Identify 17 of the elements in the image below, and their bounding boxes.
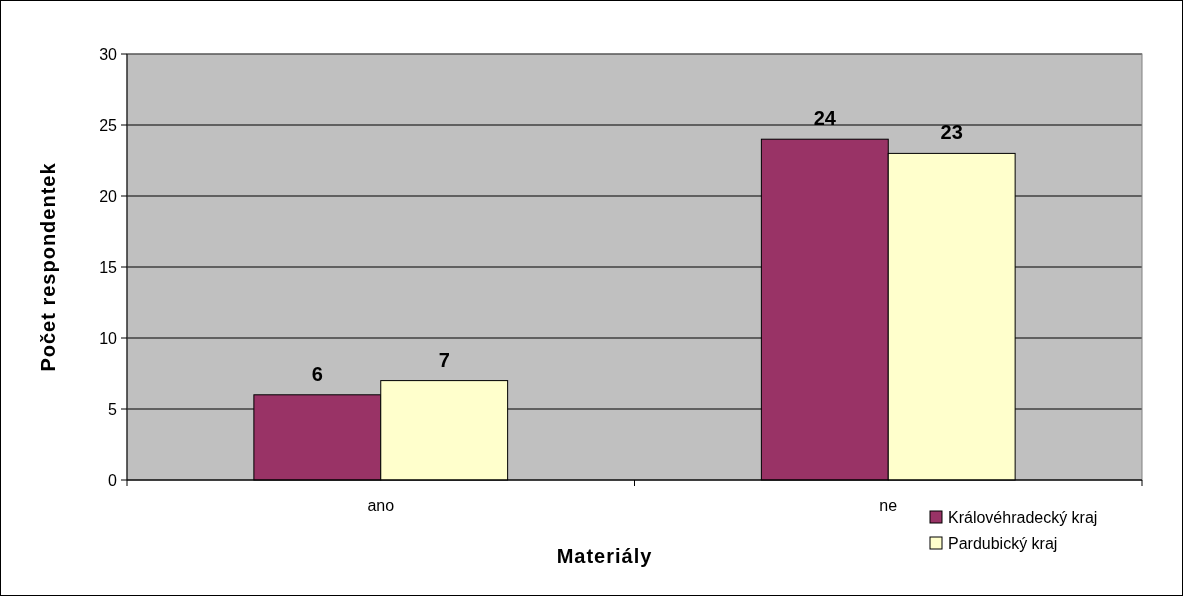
y-axis-title: Počet respondentek xyxy=(37,162,59,372)
y-tick-label: 30 xyxy=(99,45,118,63)
x-tick-label: ano xyxy=(367,497,395,514)
data-label: 7 xyxy=(438,348,450,371)
legend-label: Královéhradecký kraj xyxy=(948,508,1098,526)
y-tick-label: 25 xyxy=(99,116,118,134)
data-label: 23 xyxy=(940,121,963,144)
data-label: 24 xyxy=(813,107,837,130)
x-axis-title: Materiály xyxy=(556,545,653,567)
y-tick-label: 10 xyxy=(99,329,118,347)
y-tick-label: 20 xyxy=(99,187,118,205)
y-tick-label: 5 xyxy=(108,400,118,418)
legend-label: Pardubický kraj xyxy=(948,534,1058,552)
y-tick-label: 0 xyxy=(108,471,118,489)
x-tick-label: ne xyxy=(879,497,898,514)
y-tick-label: 15 xyxy=(99,258,118,276)
data-label: 6 xyxy=(311,362,323,385)
